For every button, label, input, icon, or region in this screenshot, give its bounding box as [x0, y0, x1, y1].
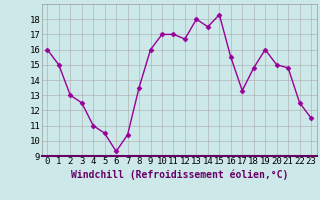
X-axis label: Windchill (Refroidissement éolien,°C): Windchill (Refroidissement éolien,°C)	[70, 169, 288, 180]
